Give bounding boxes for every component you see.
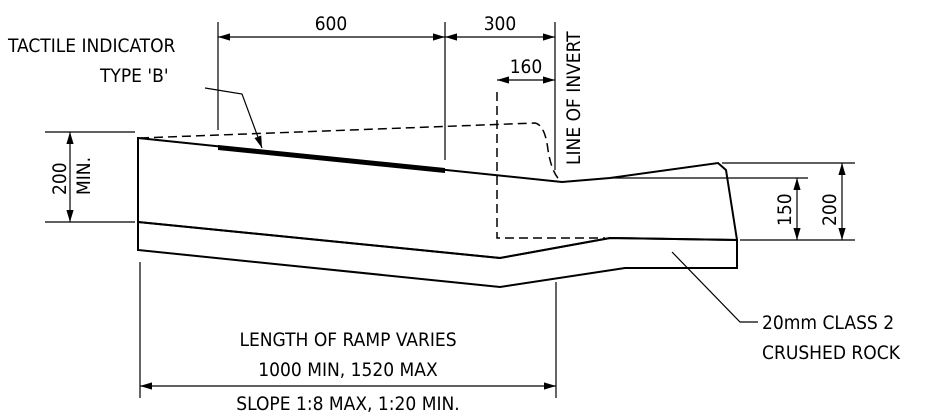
concrete-slab bbox=[137, 136, 739, 260]
tactile-label: TYPE 'B' bbox=[99, 65, 169, 87]
ramp-note: 1000 MIN, 1520 MAX bbox=[258, 359, 438, 381]
dimension-text: 160 bbox=[510, 56, 543, 78]
invert-label: LINE OF INVERT bbox=[563, 31, 585, 165]
ramp-note: SLOPE 1:8 MAX, 1:20 MIN. bbox=[236, 393, 459, 415]
base-label: 20mm CLASS 2 bbox=[762, 312, 894, 334]
tactile-strip bbox=[218, 145, 445, 173]
tactile-label: TACTILE INDICATOR bbox=[7, 35, 176, 57]
existing-kerb bbox=[139, 122, 563, 183]
invert-line bbox=[496, 92, 605, 239]
base-label: CRUSHED ROCK bbox=[762, 342, 901, 364]
dimension-text: 200 bbox=[819, 193, 841, 226]
leader-line bbox=[671, 251, 758, 323]
dimension-text: 600 bbox=[315, 13, 348, 35]
dimension-text: 150 bbox=[774, 193, 796, 226]
ramp-note: LENGTH OF RAMP VARIES bbox=[239, 329, 456, 351]
dimension-text: 300 bbox=[484, 13, 517, 35]
leader-line bbox=[204, 87, 263, 149]
dimension-text: 200 bbox=[49, 162, 71, 195]
dimension-text: MIN. bbox=[73, 157, 95, 195]
rock-base bbox=[137, 220, 738, 289]
